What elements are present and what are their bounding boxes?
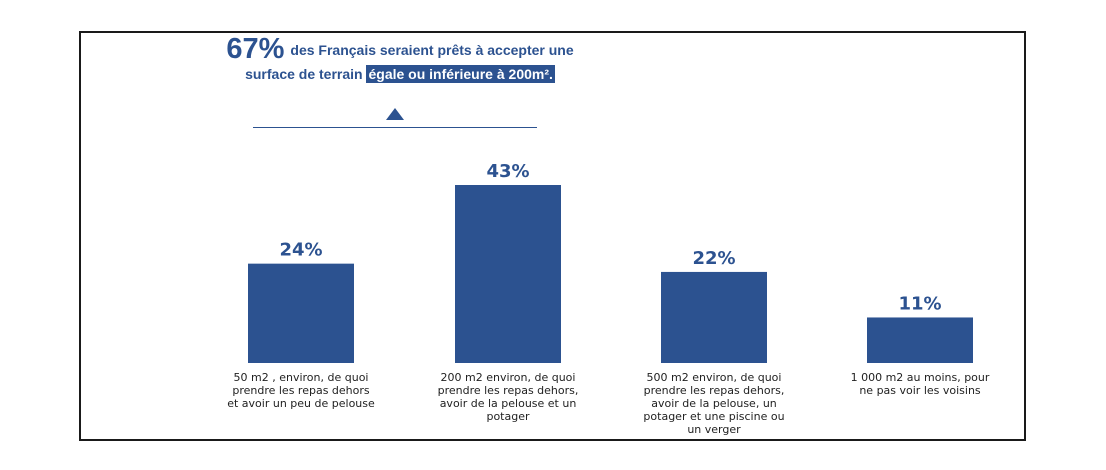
data-label-1: 24% [279,240,322,261]
category-label-line: potager [486,410,530,423]
category-label-line: avoir de la pelouse, un [651,397,777,410]
data-label-2: 43% [486,161,529,182]
bar-4 [867,317,973,363]
bar-1 [248,263,354,363]
headline-line-1: 67% des Français seraient prêts à accepte… [200,34,600,65]
category-label-line: 50 m2 , environ, de quoi [233,371,369,384]
headline-divider [253,127,537,128]
category-label-line: 200 m2 environ, de quoi [440,371,576,384]
category-label-line: potager et une piscine ou [643,410,785,423]
headline: 67% des Français seraient prêts à accepte… [200,34,600,85]
category-label-line: 1 000 m2 au moins, pour [850,371,990,384]
headline-line-2-prefix: surface de terrain [245,66,363,82]
triangle-up-icon [386,108,404,120]
category-label-line: prendre les repas dehors, [437,384,579,397]
headline-highlight: égale ou inférieure à 200m². [366,65,555,83]
category-label-line: un verger [687,423,741,436]
category-label-2: 200 m2 environ, de quoi prendre les repas… [413,371,603,423]
category-label-line: prendre les repas dehors [232,384,370,397]
data-label-3: 22% [692,248,735,269]
headline-line-1-text: des Français seraient prêts à accepter u… [290,42,574,58]
headline-big-value: 67% [226,33,285,65]
headline-line-2: surface de terrain égale ou inférieure à… [200,63,600,85]
category-label-line: et avoir un peu de pelouse [227,397,375,410]
category-label-4: 1 000 m2 au moins, pour ne pas voir les v… [825,371,1015,397]
bar-2 [455,185,561,363]
category-label-line: prendre les repas dehors, [643,384,785,397]
category-label-3: 500 m2 environ, de quoi prendre les repas… [619,371,809,436]
category-label-line: 500 m2 environ, de quoi [646,371,782,384]
data-label-4: 11% [898,293,941,314]
category-label-1: 50 m2 , environ, de quoi prendre les repa… [206,371,396,410]
category-label-line: avoir de la pelouse et un [439,397,577,410]
bar-3 [661,271,767,363]
category-label-line: ne pas voir les voisins [859,384,981,397]
